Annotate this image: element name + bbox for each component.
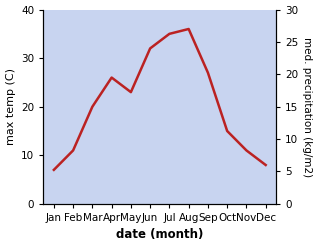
X-axis label: date (month): date (month) (116, 228, 204, 242)
Y-axis label: med. precipitation (kg/m2): med. precipitation (kg/m2) (302, 37, 313, 177)
Y-axis label: max temp (C): max temp (C) (5, 68, 16, 145)
